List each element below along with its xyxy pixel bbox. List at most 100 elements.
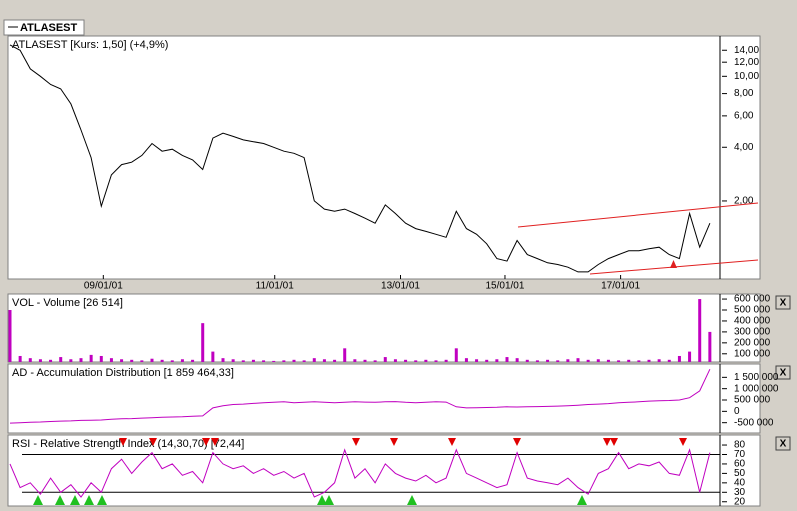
x-tick-label: 09/01/01 [84,281,123,292]
y-tick-label: 200 000 [734,337,771,348]
volume-bar [627,359,631,362]
volume-bar [617,360,621,362]
y-tick-label: 500 000 [734,305,771,316]
series-line [9,368,711,424]
panel [7,363,761,434]
signal-arrow [670,260,677,268]
volume-bar [515,358,519,362]
sell-signals [119,438,687,446]
volume-bar [211,351,215,362]
volume-bar [160,359,164,362]
y-tick-label: 30 [734,487,746,498]
volume-bar [576,358,580,362]
volume-bar [404,359,408,362]
volume-bar [79,358,83,362]
volume-bar [637,360,641,362]
y-tick-label: 12,00 [734,57,759,68]
y-tick-label: 80 [734,440,746,451]
y-tick-label: 600 000 [734,294,771,305]
volume-bar [140,360,144,362]
volume-bar [251,359,255,362]
series-line [9,44,711,273]
series-line [9,448,711,498]
y-tick-label: 6,00 [734,111,754,122]
volume-bar [444,359,448,362]
volume-bar [393,359,397,362]
volume-bar [8,310,12,362]
y-tick-label: 1 000 000 [734,383,779,394]
volume-bar [109,358,113,362]
close-button[interactable] [775,365,791,380]
y-tick-label: 70 [734,449,746,460]
volume-bar [272,360,276,362]
volume-bar [170,360,174,362]
volume-bar [241,360,245,362]
panel-title: ATLASEST [Kurs: 1,50] (+4,9%) [12,39,168,51]
x-tick-label: 17/01/01 [601,281,640,292]
close-label: X [780,439,787,450]
buy-signals [33,495,587,505]
volume-bar [414,360,418,362]
y-tick-label: 50 [734,468,746,479]
volume-bar [363,359,367,362]
volume-bar [312,358,316,362]
volume-bar [373,360,377,362]
volume-bar [688,351,692,362]
volume-bar [333,359,337,362]
volume-bar [667,359,671,362]
panel-title: RSI - Relative Strength Index (14,30,70)… [12,438,244,450]
volume-bar [698,299,702,362]
panel [7,35,761,280]
volume-bar [657,359,661,362]
volume-bar [495,359,499,362]
y-tick-label: 40 [734,477,746,488]
close-button[interactable] [775,436,791,451]
volume-bar [120,359,124,362]
volume-bar [150,358,154,362]
volume-bar [424,359,428,362]
panel [7,293,761,363]
volume-bar [180,359,184,362]
y-tick-label: 400 000 [734,316,771,327]
volume-bar [302,360,306,362]
y-tick-label: 500 000 [734,395,771,406]
y-tick-label: 2,00 [734,196,754,207]
y-tick-label: 14,00 [734,45,759,56]
close-label: X [780,298,787,309]
volume-bar [535,360,539,362]
volume-bar [322,359,326,362]
volume-bar [505,357,509,362]
volume-bar [99,355,103,362]
x-tick-label: 13/01/01 [381,281,420,292]
panel-title: VOL - Volume [26 514] [12,297,123,309]
volume-bar [18,355,22,362]
volume-bar [525,359,529,362]
volume-bar [231,359,235,362]
volume-bar [262,360,266,362]
volume-bar [475,359,479,362]
volume-bar [586,359,590,362]
x-tick-label: 15/01/01 [486,281,525,292]
volume-bar [343,348,347,362]
panel-title: AD - Accumulation Distribution [1 859 46… [12,367,234,379]
volume-bar [353,359,357,362]
legend-tab[interactable] [3,19,85,36]
y-tick-label: 8,00 [734,88,754,99]
close-button[interactable] [775,295,791,310]
volume-bar [221,358,225,362]
volume-bar [191,359,195,362]
volume-bar [566,359,570,362]
volume-bar [677,355,681,362]
panel [7,434,761,507]
y-tick-label: 0 [734,406,740,417]
volume-bar [89,354,93,362]
volume-bar [282,360,286,362]
volume-bar [28,358,32,362]
volume-bar [647,359,651,362]
volume-bar [546,359,550,362]
volume-bar [59,357,63,362]
volume-bar [464,358,468,362]
volume-bar [434,360,438,362]
